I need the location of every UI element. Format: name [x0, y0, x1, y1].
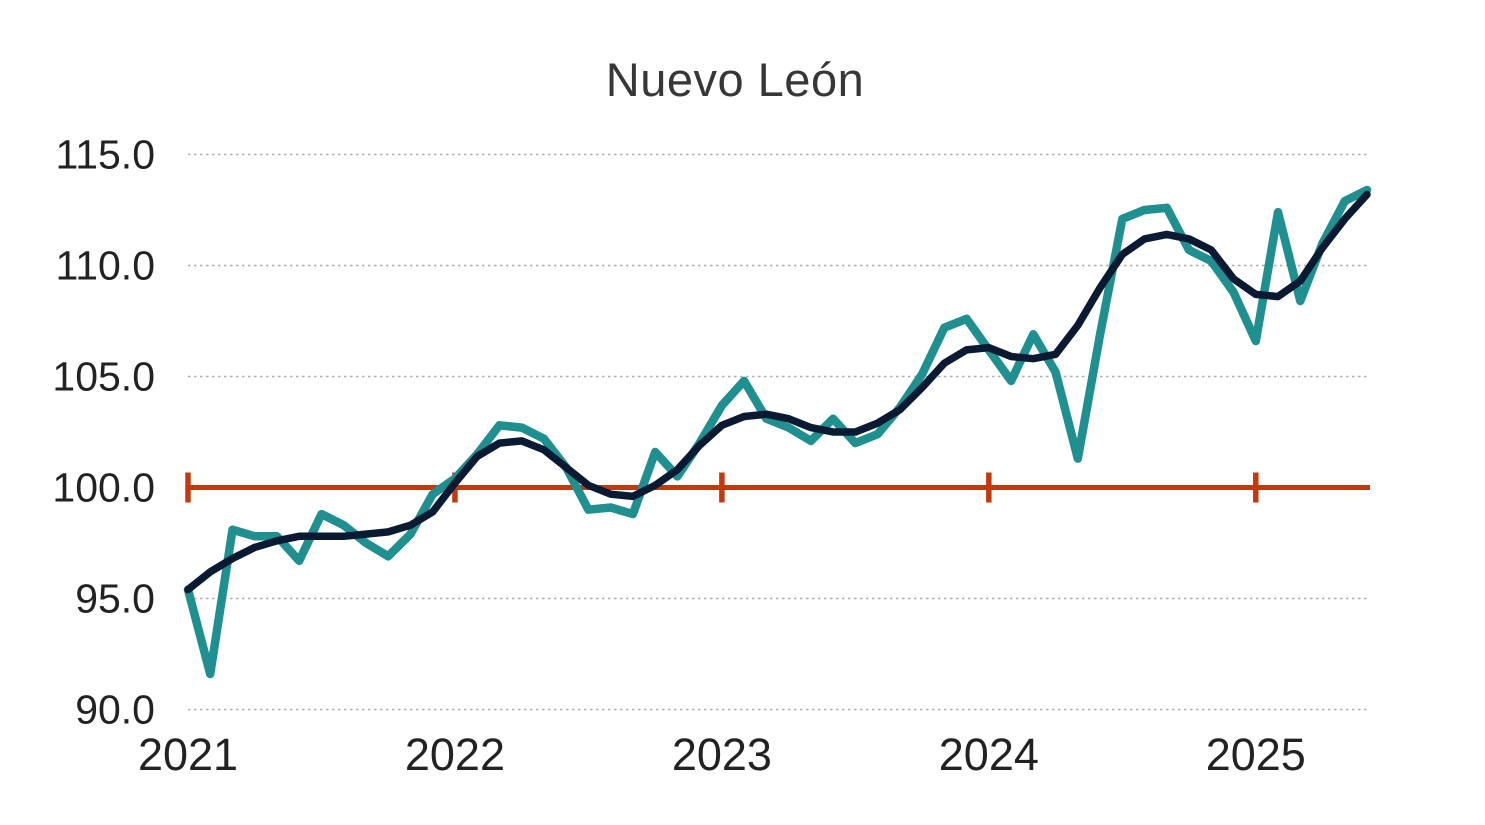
- chart-title: Nuevo León: [605, 53, 865, 106]
- y-tick-label: 90.0: [75, 687, 155, 733]
- series-monthly-index-line: [183, 185, 1372, 679]
- y-tick-label: 110.0: [55, 243, 155, 289]
- y-tick-label: 105.0: [52, 354, 155, 400]
- x-tick-label: 2025: [1206, 729, 1306, 780]
- x-tick-label: 2024: [939, 729, 1039, 780]
- series-trend-line: [184, 190, 1371, 594]
- y-tick-label: 95.0: [75, 576, 155, 622]
- x-tick-label: 2022: [405, 729, 505, 780]
- x-tick-label: 2021: [138, 729, 238, 780]
- y-tick-label: 115.0: [55, 132, 155, 178]
- y-tick-label: 100.0: [52, 465, 155, 511]
- x-tick-label: 2023: [672, 729, 772, 780]
